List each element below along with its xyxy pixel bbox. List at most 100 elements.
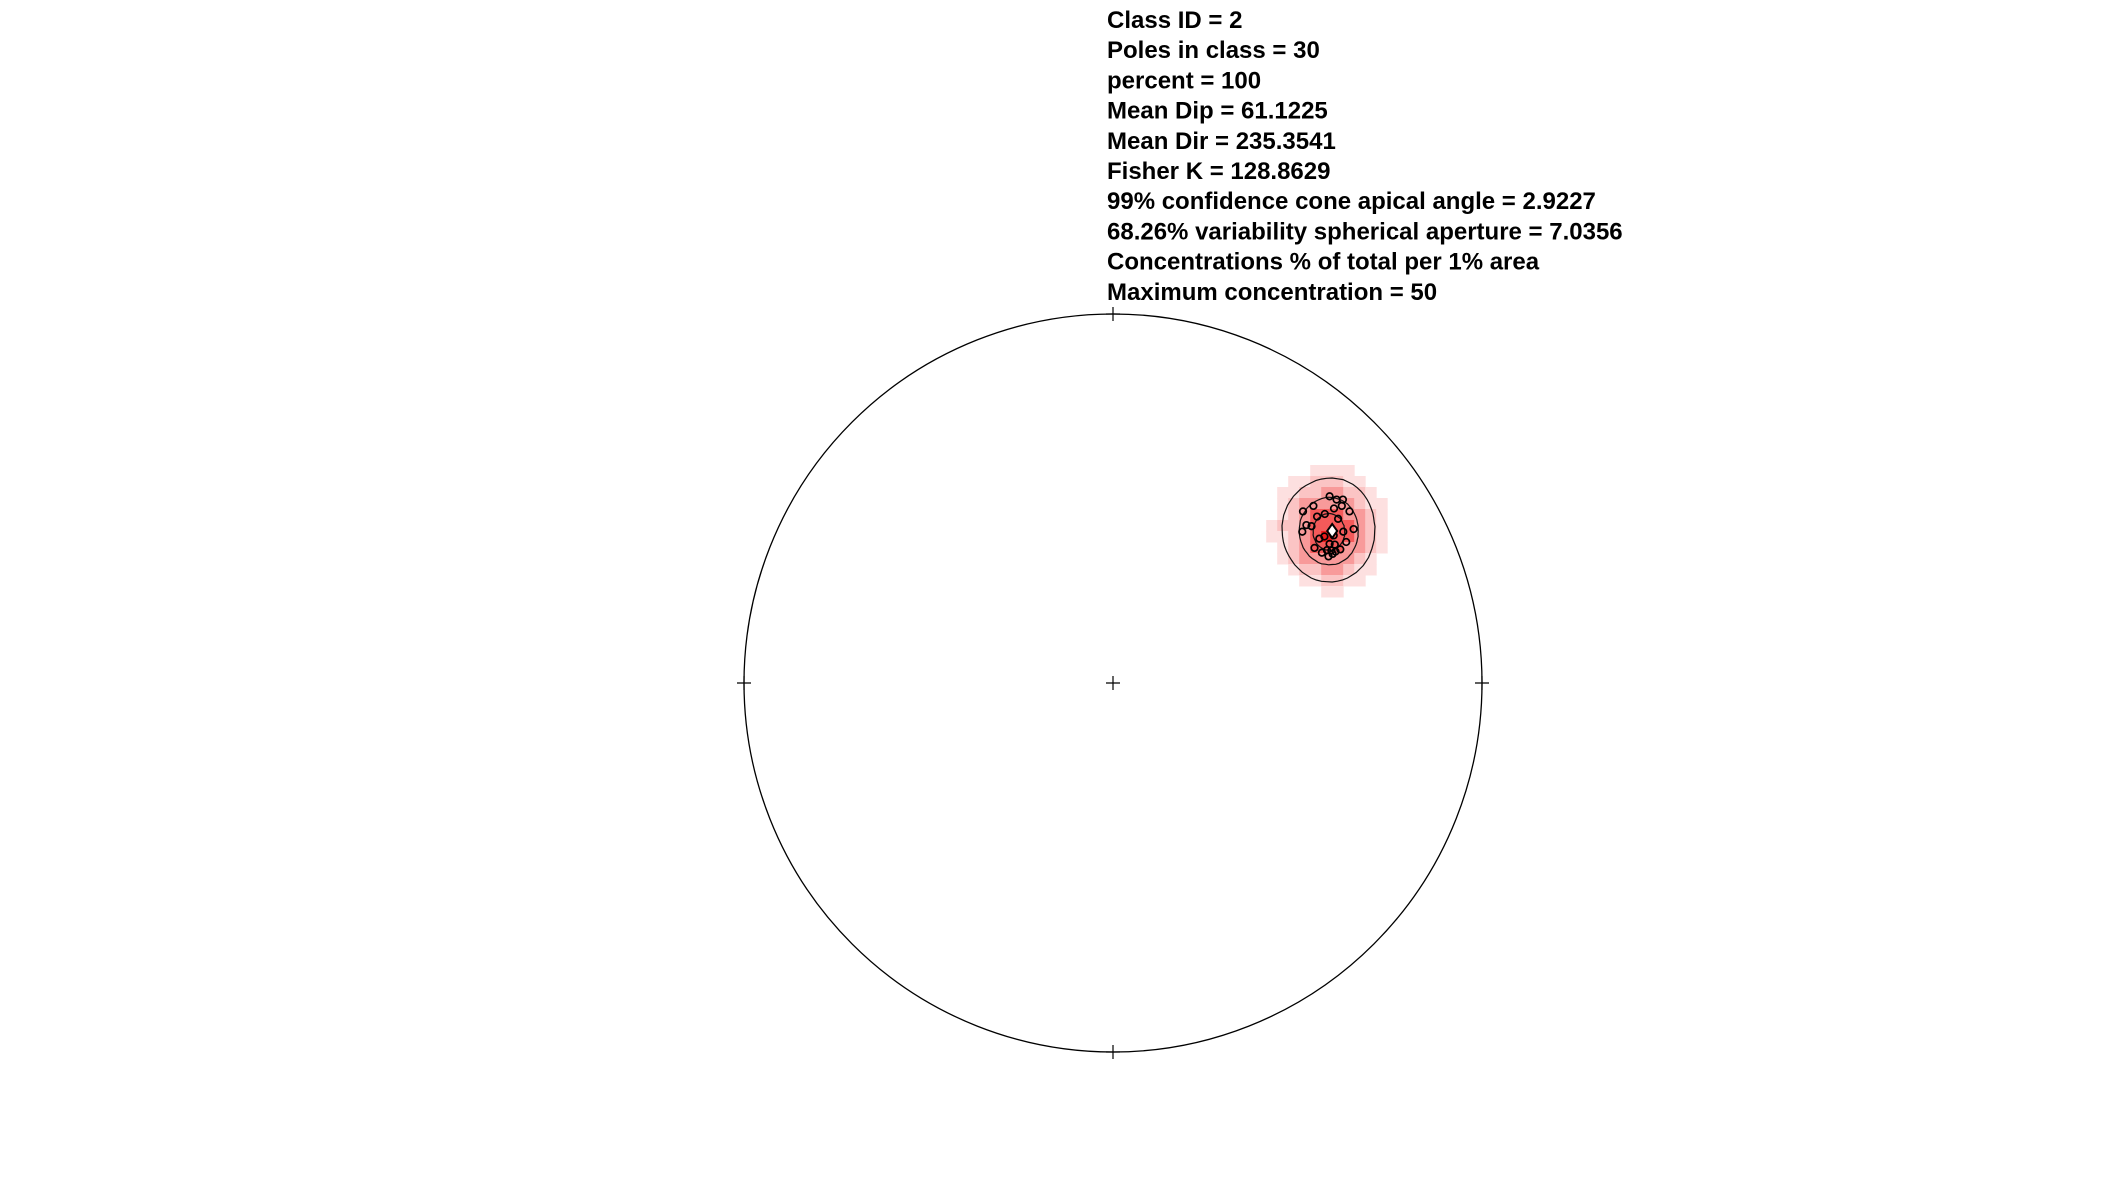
stats-line: Fisher K = 128.8629 — [1107, 158, 1330, 185]
density-cell — [1266, 531, 1278, 543]
density-cell — [1354, 509, 1366, 521]
density-cell — [1310, 542, 1322, 554]
density-cell — [1310, 476, 1322, 488]
tick-mark — [1106, 1045, 1120, 1059]
mean-pole-layer — [1325, 522, 1339, 540]
density-cell — [1310, 509, 1322, 521]
density-cell — [1310, 520, 1322, 532]
density-cell — [1332, 553, 1344, 565]
pole-marker — [1329, 504, 1339, 513]
density-cell — [1354, 476, 1366, 488]
density-cell — [1343, 487, 1355, 499]
density-cell — [1288, 542, 1300, 554]
density-cell — [1321, 564, 1333, 576]
pole-layer — [1298, 492, 1358, 561]
density-cell — [1354, 575, 1366, 587]
density-cell — [1321, 465, 1333, 477]
pole-marker — [1298, 507, 1308, 516]
density-cell — [1343, 476, 1355, 488]
density-cell — [1376, 520, 1388, 532]
density-cell — [1332, 520, 1344, 532]
density-cell — [1365, 553, 1377, 565]
pole-marker — [1315, 534, 1324, 543]
pole-marker — [1332, 495, 1341, 504]
density-cell — [1343, 575, 1355, 587]
density-cell — [1299, 487, 1311, 499]
density-cell — [1354, 487, 1366, 499]
density-cell — [1277, 520, 1289, 532]
stats-line: Poles in class = 30 — [1107, 37, 1320, 64]
pole-marker — [1337, 501, 1346, 511]
density-cell — [1376, 542, 1388, 554]
stats-line: 68.26% variability spherical aperture = … — [1107, 218, 1623, 245]
density-cell — [1288, 564, 1300, 576]
density-cell — [1321, 509, 1333, 521]
pole-marker — [1302, 520, 1311, 530]
density-cell — [1299, 575, 1311, 587]
density-cell — [1332, 586, 1344, 598]
density-cell — [1299, 564, 1311, 576]
density-cell — [1365, 509, 1377, 521]
density-contour — [1281, 477, 1376, 583]
density-cell — [1288, 531, 1300, 543]
tick-mark — [1106, 676, 1120, 690]
density-cell — [1288, 498, 1300, 510]
density-cell — [1365, 531, 1377, 543]
pole-marker — [1309, 501, 1318, 511]
density-cell — [1266, 520, 1278, 532]
stats-line: Class ID = 2 — [1107, 7, 1242, 34]
density-cell — [1310, 575, 1322, 587]
density-cell — [1299, 542, 1311, 554]
density-cell — [1332, 487, 1344, 499]
pole-marker — [1324, 552, 1333, 561]
density-cell — [1288, 476, 1300, 488]
pole-marker — [1339, 527, 1348, 536]
density-cell — [1354, 520, 1366, 532]
stats-text-block: Class ID = 2 Poles in class = 30 percent =… — [1107, 7, 1623, 306]
density-cell — [1365, 498, 1377, 510]
pole-marker — [1298, 527, 1307, 536]
density-cell — [1376, 531, 1388, 543]
density-cell — [1332, 465, 1344, 477]
density-cell — [1321, 487, 1333, 499]
density-cell — [1365, 487, 1377, 499]
density-cell — [1365, 520, 1377, 532]
pole-marker — [1312, 512, 1322, 521]
density-cell — [1321, 575, 1333, 587]
stats-line: 99% confidence cone apical angle = 2.922… — [1107, 188, 1596, 215]
density-cell — [1277, 487, 1289, 499]
density-cell — [1288, 509, 1300, 521]
density-cell — [1354, 564, 1366, 576]
density-cell — [1321, 476, 1333, 488]
density-cell — [1310, 553, 1322, 565]
pole-marker — [1310, 543, 1319, 553]
density-cell — [1343, 531, 1355, 543]
pole-marker — [1342, 537, 1351, 547]
density-cell — [1354, 553, 1366, 565]
density-cell — [1299, 553, 1311, 565]
stats-line: Maximum concentration = 50 — [1107, 279, 1437, 306]
pole-marker — [1320, 509, 1329, 519]
pole-marker — [1317, 548, 1327, 557]
density-cell — [1310, 465, 1322, 477]
density-cell — [1376, 498, 1388, 510]
density-cell — [1299, 476, 1311, 488]
density-cell — [1343, 553, 1355, 565]
density-cell — [1332, 564, 1344, 576]
density-cell — [1332, 531, 1344, 543]
stats-line: Mean Dip = 61.1225 — [1107, 98, 1328, 125]
mean-pole-marker — [1325, 522, 1339, 540]
density-cell — [1321, 520, 1333, 532]
cardinal-ticks — [737, 307, 1489, 1059]
density-cell — [1299, 498, 1311, 510]
density-cell — [1343, 498, 1355, 510]
density-cell — [1277, 498, 1289, 510]
density-cell — [1277, 553, 1289, 565]
density-cell — [1354, 498, 1366, 510]
density-cell — [1343, 542, 1355, 554]
density-cell — [1310, 564, 1322, 576]
tick-mark — [737, 676, 751, 690]
density-cell — [1332, 498, 1344, 510]
density-cell — [1288, 553, 1300, 565]
